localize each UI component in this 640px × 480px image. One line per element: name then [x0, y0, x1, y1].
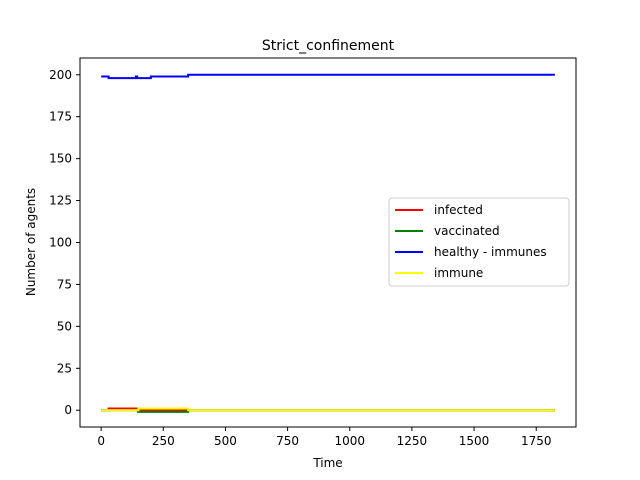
x-tick-label: 250: [152, 434, 175, 448]
x-axis-label: Time: [312, 456, 342, 470]
legend-entry: healthy - immunes: [434, 245, 547, 259]
legend: infected vaccinated healthy - immunes immun…: [388, 197, 570, 287]
legend-entry: infected: [434, 203, 483, 217]
x-tick-label: 1750: [521, 434, 552, 448]
legend-entry: immune: [434, 266, 483, 280]
y-axis: 0 25 50 75 100 125 150 175 200: [49, 68, 80, 417]
plot-area: [101, 73, 555, 413]
y-tick-label: 175: [49, 110, 72, 124]
y-tick-label: 0: [64, 403, 72, 417]
y-axis-label: Number of agents: [24, 188, 38, 296]
x-axis: 0 250 500 750 1000 1250 1500 1750: [97, 427, 551, 448]
x-tick-label: 750: [276, 434, 299, 448]
x-tick-label: 1250: [397, 434, 428, 448]
legend-entry: vaccinated: [434, 224, 500, 238]
y-tick-label: 125: [49, 194, 72, 208]
x-tick-label: 1500: [459, 434, 490, 448]
series-line-immune: [101, 407, 555, 412]
y-tick-label: 150: [49, 152, 72, 166]
x-tick-label: 500: [214, 434, 237, 448]
x-tick-label: 0: [97, 434, 105, 448]
chart-title: Strict_confinement: [262, 38, 395, 54]
y-tick-label: 200: [49, 68, 72, 82]
legend-box: [388, 197, 570, 287]
y-tick-label: 50: [57, 319, 72, 333]
y-tick-label: 75: [57, 277, 72, 291]
y-tick-label: 25: [57, 361, 72, 375]
series-line-healthy-immunes: [101, 73, 555, 80]
x-tick-label: 1000: [334, 434, 365, 448]
y-tick-label: 100: [49, 236, 72, 250]
